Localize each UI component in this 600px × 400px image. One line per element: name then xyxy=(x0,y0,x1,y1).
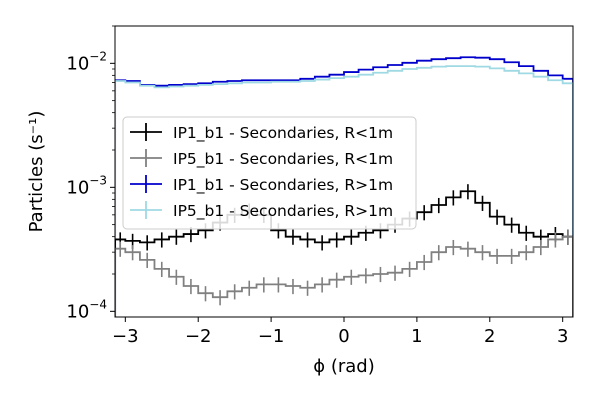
x-axis-label: ϕ (rad) xyxy=(313,356,375,377)
series-1 xyxy=(115,65,573,317)
series-3 xyxy=(115,229,573,317)
x-tick-label: 2 xyxy=(484,326,495,347)
y-tick-label: 10−3 xyxy=(66,173,107,198)
legend-label: IP1_b1 - Secondaries, R<1m xyxy=(173,124,393,143)
series-0 xyxy=(115,56,573,317)
x-tick-label: −3 xyxy=(112,326,139,347)
y-tick-exponent: −2 xyxy=(89,49,107,63)
series-line xyxy=(115,56,573,317)
axes-layer: −3 −2 −1 0 1 2 310−410−310−2ϕ (rad)Particles (… xyxy=(26,25,574,377)
legend-entry: IP5_b1 - Secondaries, R<1m xyxy=(130,149,393,169)
legend: IP1_b1 - Secondaries, R<1m IP5_b1 - Secon… xyxy=(122,116,417,230)
y-tick-exponent: −4 xyxy=(89,297,107,311)
x-tick-label: 3 xyxy=(557,326,568,347)
legend-box xyxy=(122,116,417,230)
legend-label: IP1_b1 - Secondaries, R>1m xyxy=(173,176,393,195)
y-tick-base: 10 xyxy=(66,53,89,74)
series-line xyxy=(115,190,573,317)
series-layer xyxy=(115,56,573,317)
legend-entry: IP1_b1 - Secondaries, R>1m xyxy=(130,175,393,195)
x-tick-label: 1 xyxy=(411,326,422,347)
series-line xyxy=(115,65,573,317)
y-tick-exponent: −3 xyxy=(89,173,107,187)
y-tick-base: 10 xyxy=(66,301,89,322)
y-tick-label: 10−2 xyxy=(66,49,107,74)
y-tick-base: 10 xyxy=(66,177,89,198)
legend-entry: IP1_b1 - Secondaries, R<1m xyxy=(130,123,393,143)
legend-label: IP5_b1 - Secondaries, R>1m xyxy=(173,202,393,221)
y-axis-label: Particles (s⁻¹) xyxy=(26,111,47,233)
x-tick-label: −1 xyxy=(258,326,285,347)
legend-entry: IP5_b1 - Secondaries, R>1m xyxy=(130,201,393,221)
x-tick-label: −2 xyxy=(185,326,212,347)
legend-label: IP5_b1 - Secondaries, R<1m xyxy=(173,150,393,169)
y-tick-label: 10−4 xyxy=(66,297,107,322)
x-tick-label: 0 xyxy=(338,326,349,347)
